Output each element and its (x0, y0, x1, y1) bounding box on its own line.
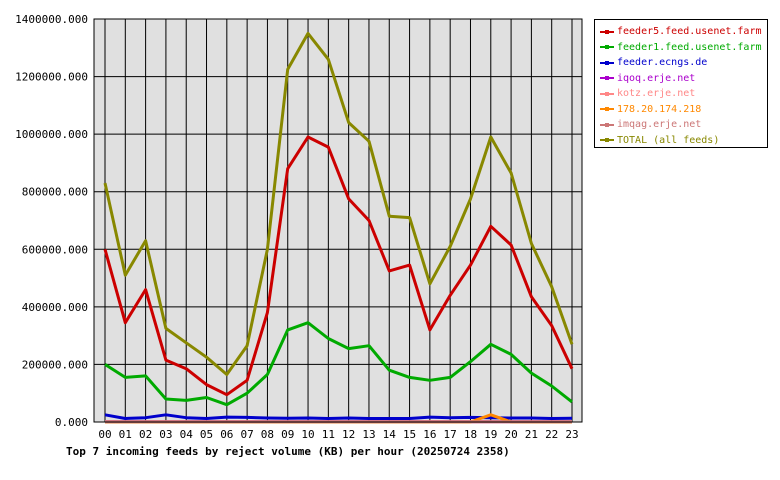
legend-item: TOTAL (all feeds) (599, 133, 767, 149)
series-line-feeder5-feed-usenet-farm (103, 135, 574, 397)
legend-swatch (600, 138, 614, 143)
legend-label: feeder.ecngs.de (617, 57, 708, 69)
x-tick-label: 23 (565, 428, 578, 441)
x-tick-label: 05 (200, 428, 213, 441)
x-tick-label: 03 (159, 428, 172, 441)
x-tick-label: 04 (180, 428, 194, 441)
legend-item: feeder5.feed.usenet.farm (599, 24, 767, 40)
y-tick-label: 200000.000 (22, 358, 88, 371)
legend-swatch (600, 45, 614, 50)
x-tick-label: 10 (301, 428, 314, 441)
legend-item: feeder.ecngs.de (599, 55, 767, 71)
x-tick-label: 01 (119, 428, 132, 441)
x-axis-ticks: 00 01 02 03 04 05 06 07 08 09 10 11 12 13 14 15 16 17 18 19… (98, 428, 578, 441)
y-tick-label: 0.000 (55, 416, 88, 429)
x-tick-label: 02 (139, 428, 152, 441)
legend-item: feeder1.feed.usenet.farm (599, 40, 767, 56)
chart-title: Top 7 incoming feeds by reject volume (K… (66, 445, 510, 458)
x-tick-label: 12 (342, 428, 355, 441)
y-tick-label: 800000.000 (22, 186, 88, 199)
y-tick-label: 1200000.000 (15, 71, 88, 84)
plot-border (93, 18, 583, 423)
x-tick-label: 09 (281, 428, 294, 441)
x-tick-label: 07 (241, 428, 254, 441)
series-line-feeder1-feed-usenet-farm (104, 321, 573, 407)
legend-swatch (600, 60, 614, 65)
legend-label: kotz.erje.net (617, 88, 696, 100)
y-tick-label: 1400000.000 (15, 13, 88, 26)
x-tick-label: 19 (484, 428, 497, 441)
legend-label: feeder1.feed.usenet.farm (617, 41, 762, 53)
legend-label: imqag.erje.net (617, 119, 702, 131)
x-tick-label: 11 (322, 428, 335, 441)
legend-item: iqoq.erje.net (599, 71, 767, 87)
series-line-feeder-ecngs-de (104, 413, 573, 420)
legend-label: TOTAL (all feeds) (617, 134, 720, 146)
series-line-total-all-feeds- (103, 31, 574, 376)
x-tick-label: 16 (423, 428, 436, 441)
x-tick-label: 06 (220, 428, 233, 441)
x-tick-label: 20 (504, 428, 517, 441)
legend-item: imqag.erje.net (599, 117, 767, 133)
legend-label: 178.20.174.218 (617, 103, 702, 115)
y-axis-ticks: 0.000 200000.000 400000.000 600000.000 80000… (15, 13, 88, 429)
y-tick-label: 1000000.000 (15, 128, 88, 141)
legend-label: feeder5.feed.usenet.farm (617, 26, 762, 38)
legend-item: kotz.erje.net (599, 86, 767, 102)
x-tick-label: 08 (261, 428, 274, 441)
x-tick-label: 18 (464, 428, 477, 441)
x-tick-label: 22 (545, 428, 558, 441)
x-tick-label: 17 (444, 428, 457, 441)
y-tick-label: 600000.000 (22, 243, 88, 256)
x-tick-label: 14 (383, 428, 397, 441)
x-tick-label: 15 (403, 428, 416, 441)
y-tick-label: 400000.000 (22, 301, 88, 314)
legend-swatch (600, 107, 614, 112)
legend-item: 178.20.174.218 (599, 102, 767, 118)
legend-swatch (600, 122, 614, 127)
x-tick-label: 13 (362, 428, 375, 441)
legend-swatch (600, 29, 614, 34)
x-tick-label: 00 (98, 428, 111, 441)
legend: feeder5.feed.usenet.farm feeder1.feed.use… (594, 19, 768, 148)
legend-label: iqoq.erje.net (617, 72, 696, 84)
legend-swatch (600, 91, 614, 96)
x-tick-label: 21 (525, 428, 538, 441)
legend-swatch (600, 76, 614, 81)
